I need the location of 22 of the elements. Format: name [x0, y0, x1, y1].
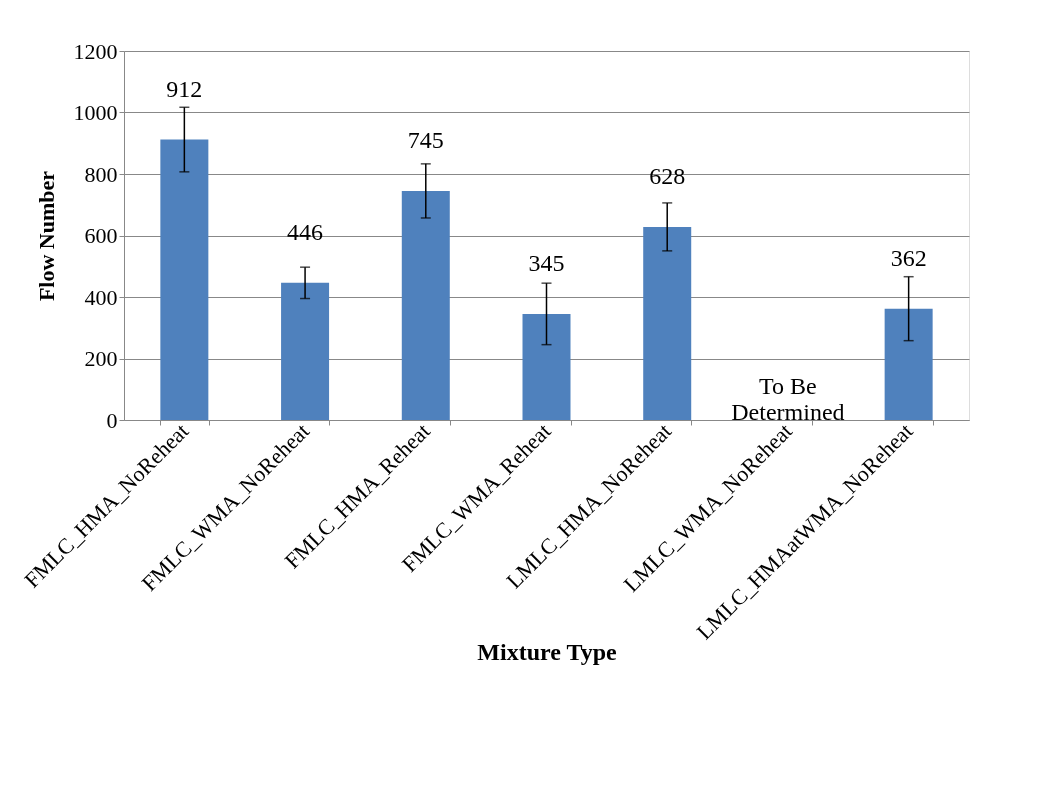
bar: [884, 308, 933, 420]
bar: [401, 190, 450, 420]
y-tick-label: 1000: [73, 100, 118, 125]
bar: [643, 226, 692, 420]
annotation: To Be Determined: [731, 372, 845, 425]
y-tick-label: 1200: [73, 38, 118, 64]
bar: [160, 139, 209, 420]
x-axis-title: Mixture Type: [477, 638, 618, 665]
data-label: 912: [166, 75, 203, 102]
y-tick-label: 200: [84, 346, 118, 371]
y-tick-label: 0: [106, 407, 118, 433]
bar: [281, 282, 330, 420]
y-tick-label: 600: [84, 223, 118, 248]
y-tick-label: 800: [84, 161, 118, 187]
data-label: 345: [528, 249, 565, 276]
data-label: 628: [649, 162, 686, 189]
y-tick-label: 400: [84, 284, 118, 310]
data-label: 745: [407, 126, 444, 153]
data-label: 362: [890, 244, 927, 271]
data-label: 446: [287, 218, 324, 245]
y-axis-title: Flow Number: [33, 170, 59, 302]
bar: [522, 313, 571, 420]
